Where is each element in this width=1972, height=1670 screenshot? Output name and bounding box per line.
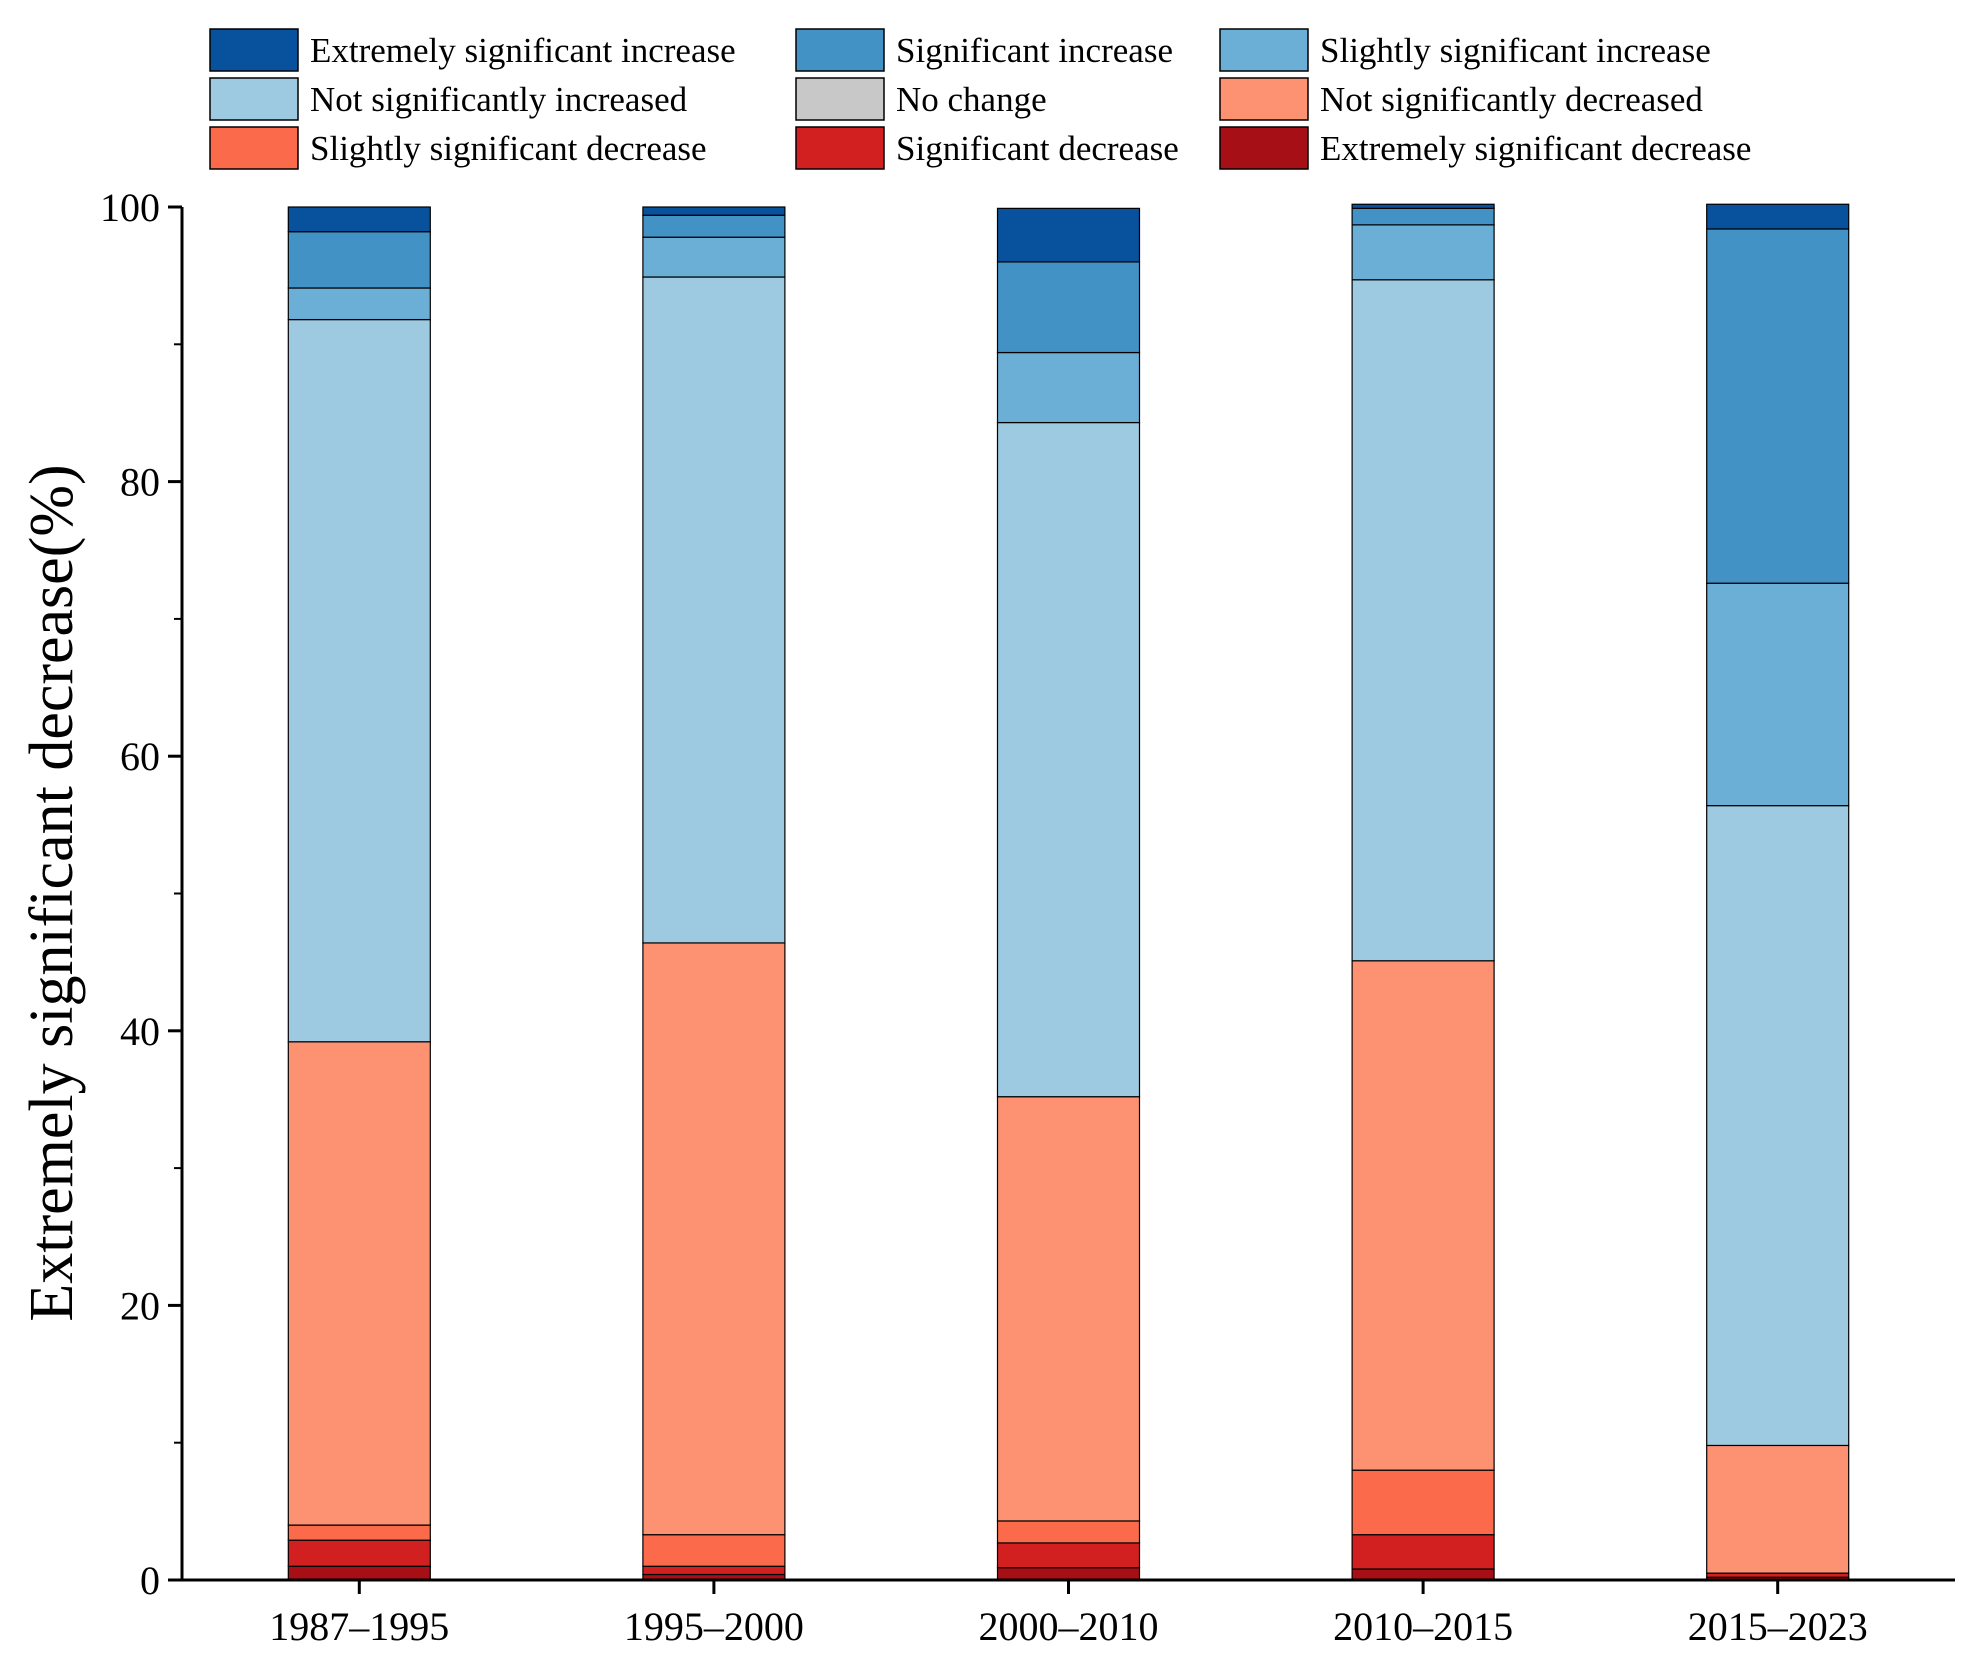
y-tick-label: 0 [140,1558,160,1603]
legend-swatch-no-change [795,77,885,121]
legend-swatch-significant-decrease [795,126,885,170]
bar-segment-extremely-significant-decrease [996,1567,1141,1581]
bar-segment-not-significantly-increased [1351,279,1495,962]
legend-swatch-slightly-significant-increase [1219,28,1309,72]
bar-segment-not-significantly-decreased [287,1041,431,1526]
bar-segment-extremely-significant-increase [1706,203,1850,230]
bar-segment-not-significantly-increased [287,318,431,1043]
bar-segment-significant-decrease [642,1565,786,1576]
y-tick-label: 80 [120,460,160,505]
legend-label-slightly-significant-increase: Slightly significant increase [1320,31,1711,70]
legend: Extremely significant increase Significan… [209,28,1751,170]
legend-label-significant-increase: Significant increase [896,31,1173,70]
bar-segment-significant-decrease [287,1539,431,1567]
legend-swatch-extremely-significant-decrease [1219,126,1309,170]
legend-swatch-slightly-significant-decrease [209,126,299,170]
y-ticks: 0 20 40 60 80 100 [100,185,182,1603]
legend-label-no-change: No change [896,80,1047,119]
bar-segment-not-significantly-decreased [1706,1444,1850,1574]
bar-segment-not-significantly-decreased [642,942,786,1536]
bar-segment-significant-decrease [1706,1572,1850,1578]
bar-segment-extremely-significant-decrease [287,1565,431,1581]
bar-segment-not-significantly-decreased [1351,960,1495,1471]
bar-segment-significant-decrease [1351,1534,1495,1570]
bar-segment-extremely-significant-increase [996,207,1141,263]
legend-label-extremely-significant-increase: Extremely significant increase [310,31,736,70]
legend-label-slightly-significant-decrease: Slightly significant decrease [310,129,707,168]
bar-segment-slightly-significant-increase [1351,224,1495,281]
x-tick-label: 1987–1995 [269,1604,449,1649]
legend-label-not-significantly-increased: Not significantly increased [310,80,688,119]
bar-segment-extremely-significant-increase [1351,203,1495,209]
legend-swatch-significant-increase [795,28,885,72]
bar-segment-not-significantly-increased [996,421,1141,1098]
y-tick-label: 40 [120,1009,160,1054]
y-tick-label: 100 [100,185,160,230]
x-tick-label: 2010–2015 [1333,1604,1513,1649]
bar-segment-significant-increase [287,231,431,289]
bar-segment-extremely-significant-decrease [1351,1568,1495,1581]
bar-segment-slightly-significant-decrease [1351,1469,1495,1536]
bar-segment-slightly-significant-increase [642,236,786,278]
bars [287,203,1850,1581]
legend-label-not-significantly-decreased: Not significantly decreased [1320,80,1703,119]
bar-segment-slightly-significant-decrease [996,1520,1141,1544]
bar-segment-significant-increase [996,261,1141,354]
bar-segment-not-significantly-decreased [996,1096,1141,1522]
bar-segment-extremely-significant-increase [287,206,431,233]
legend-label-extremely-significant-decrease: Extremely significant decrease [1320,129,1751,168]
bar-segment-slightly-significant-increase [287,287,431,321]
y-axis-title: Extremely significant decrease(%) [18,464,86,1321]
bar-segment-not-significantly-increased [642,276,786,944]
x-tick-label: 1995–2000 [624,1604,804,1649]
legend-swatch-not-significantly-increased [209,77,299,121]
bar-segment-significant-increase [1706,228,1850,584]
bar-segment-slightly-significant-increase [1706,582,1850,807]
bar-segment-not-significantly-increased [1706,805,1850,1447]
bar-segment-slightly-significant-decrease [287,1524,431,1541]
legend-swatch-extremely-significant-increase [209,28,299,72]
bar-segment-significant-increase [642,214,786,238]
x-tick-label: 2000–2010 [979,1604,1159,1649]
y-tick-label: 60 [120,734,160,779]
bar-segment-extremely-significant-increase [642,206,786,216]
bar-segment-slightly-significant-decrease [642,1534,786,1567]
legend-swatch-not-significantly-decreased [1219,77,1309,121]
y-tick-label: 20 [120,1283,160,1328]
x-tick-label: 2015–2023 [1688,1604,1868,1649]
bar-segment-significant-decrease [996,1542,1141,1569]
bar-segment-significant-increase [1351,207,1495,226]
x-ticks: 1987–1995 1995–2000 2000–2010 2010–2015 2015… [269,1580,1868,1649]
bar-segment-slightly-significant-increase [996,351,1141,424]
legend-label-significant-decrease: Significant decrease [896,129,1179,168]
